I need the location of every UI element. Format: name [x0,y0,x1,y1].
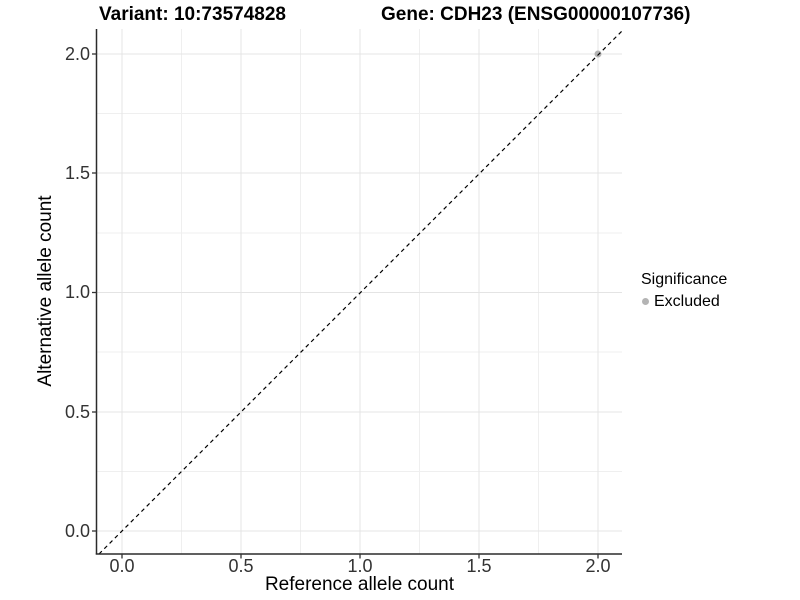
data-point-excluded [594,50,602,58]
plot-title-variant: Variant: 10:73574828 [99,4,286,25]
x-tick-label: 2.0 [585,556,611,576]
axis-tick-marks [92,53,599,559]
legend: Significance Excluded [641,270,727,311]
y-tick-label: 1.5 [64,163,90,183]
x-axis-title: Reference allele count [264,574,455,595]
identity-line [98,30,623,555]
y-tick-label: 1.0 [64,282,90,302]
legend-title: Significance [641,271,728,288]
x-tick-label: 0.5 [228,556,254,576]
legend-item-label: Excluded [654,293,720,310]
gridlines-major [96,29,622,554]
legend-item-excluded: Excluded [642,292,727,311]
gridlines-minor [96,29,622,554]
legend-key-dot-icon [642,298,649,305]
y-axis-title: Alternative allele count [35,195,56,387]
axis-lines [95,29,622,555]
plot-title-gene: Gene: CDH23 (ENSG00000107736) [381,4,691,25]
y-tick-label: 2.0 [64,44,90,64]
x-tick-label: 1.0 [347,556,373,576]
x-tick-label: 0.0 [109,556,135,576]
y-tick-label: 0.5 [64,402,90,422]
y-tick-label: 0.0 [64,521,90,541]
x-tick-label: 1.5 [466,556,492,576]
